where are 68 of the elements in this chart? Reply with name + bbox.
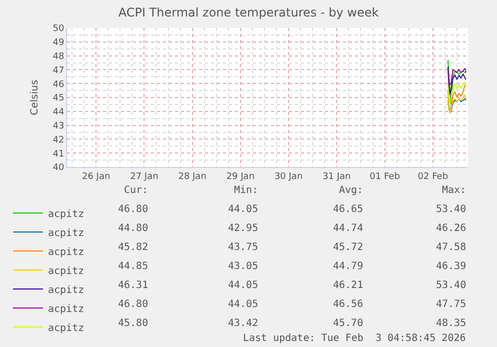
text: 44.80 [118, 223, 148, 234]
y-tick-label: 50 [52, 24, 64, 34]
x-tick-label: 31 Jan [322, 172, 351, 182]
y-tick-label: 47 [52, 66, 64, 76]
text: Cur: [124, 185, 148, 196]
text: 43.05 [228, 261, 258, 272]
text: 48.35 [436, 318, 466, 329]
legend-label: acpitz [48, 266, 84, 277]
text: 45.80 [118, 318, 148, 329]
y-tick-label: 43 [52, 121, 64, 132]
text: Min: [234, 185, 258, 196]
x-tick-label: 29 Jan [226, 172, 255, 182]
text: 46.31 [118, 280, 148, 291]
text: 44.79 [333, 261, 364, 272]
legend-label: acpitz [48, 246, 84, 258]
text: 44.74 [333, 223, 364, 234]
y-tick-label: 41 [52, 149, 64, 160]
text: 44.85 [118, 261, 148, 272]
chart-title: ACPI Thermal zone temperatures - by week [118, 5, 379, 20]
x-tick-label: 28 Jan [178, 172, 206, 182]
text: Last update: Tue Feb 3 04:58:45 2026 [243, 333, 466, 344]
line-series [447, 66, 466, 96]
y-tick-label: 44 [52, 108, 64, 118]
text: 45.72 [333, 242, 364, 253]
y-axis-title: Celsius [30, 80, 41, 116]
line-series [447, 68, 466, 86]
line-series [447, 94, 466, 114]
line-series [447, 82, 466, 104]
legend-label: acpitz [48, 228, 84, 239]
text: 46.26 [436, 223, 466, 234]
text: 46.80 [118, 204, 148, 215]
text: 46.80 [118, 299, 148, 310]
text: 44.05 [228, 204, 258, 215]
y-tick-label: 48 [52, 52, 64, 62]
text: Avg: [339, 185, 364, 196]
text: 45.82 [118, 242, 148, 253]
x-tick-label: 01 Feb [370, 172, 400, 182]
text: Max: [442, 185, 466, 196]
text: 47.58 [436, 242, 466, 253]
text: 46.39 [436, 261, 466, 272]
text: 53.40 [436, 204, 466, 215]
line-series [447, 84, 466, 112]
text: 46.65 [333, 204, 364, 215]
legend-label: acpitz [48, 322, 84, 334]
text: 43.42 [228, 318, 258, 329]
y-tick-label: 40 [52, 163, 64, 174]
x-tick-label: 02 Feb [418, 172, 448, 182]
text: 42.95 [228, 223, 258, 234]
text: 47.75 [436, 299, 466, 310]
y-tick-label: 42 [52, 135, 64, 146]
line-series [447, 59, 466, 105]
legend-label: acpitz [48, 304, 84, 315]
text: 44.05 [228, 280, 258, 291]
text: 43.75 [228, 242, 258, 253]
legend-label: acpitz [48, 208, 84, 220]
y-tick-label: 49 [52, 38, 64, 48]
text: 46.21 [333, 280, 364, 291]
x-tick-label: 27 Jan [130, 172, 158, 182]
text: 45.70 [333, 318, 364, 329]
x-tick-label: 30 Jan [274, 172, 303, 182]
line-series [447, 98, 466, 114]
text: 44.05 [228, 299, 258, 310]
y-tick-label: 45 [52, 94, 64, 104]
y-tick-label: 46 [52, 80, 64, 90]
text: 53.40 [436, 280, 466, 291]
legend-label: acpitz [48, 284, 84, 296]
text: 46.56 [333, 299, 364, 310]
x-tick-label: 26 Jan [82, 172, 110, 182]
